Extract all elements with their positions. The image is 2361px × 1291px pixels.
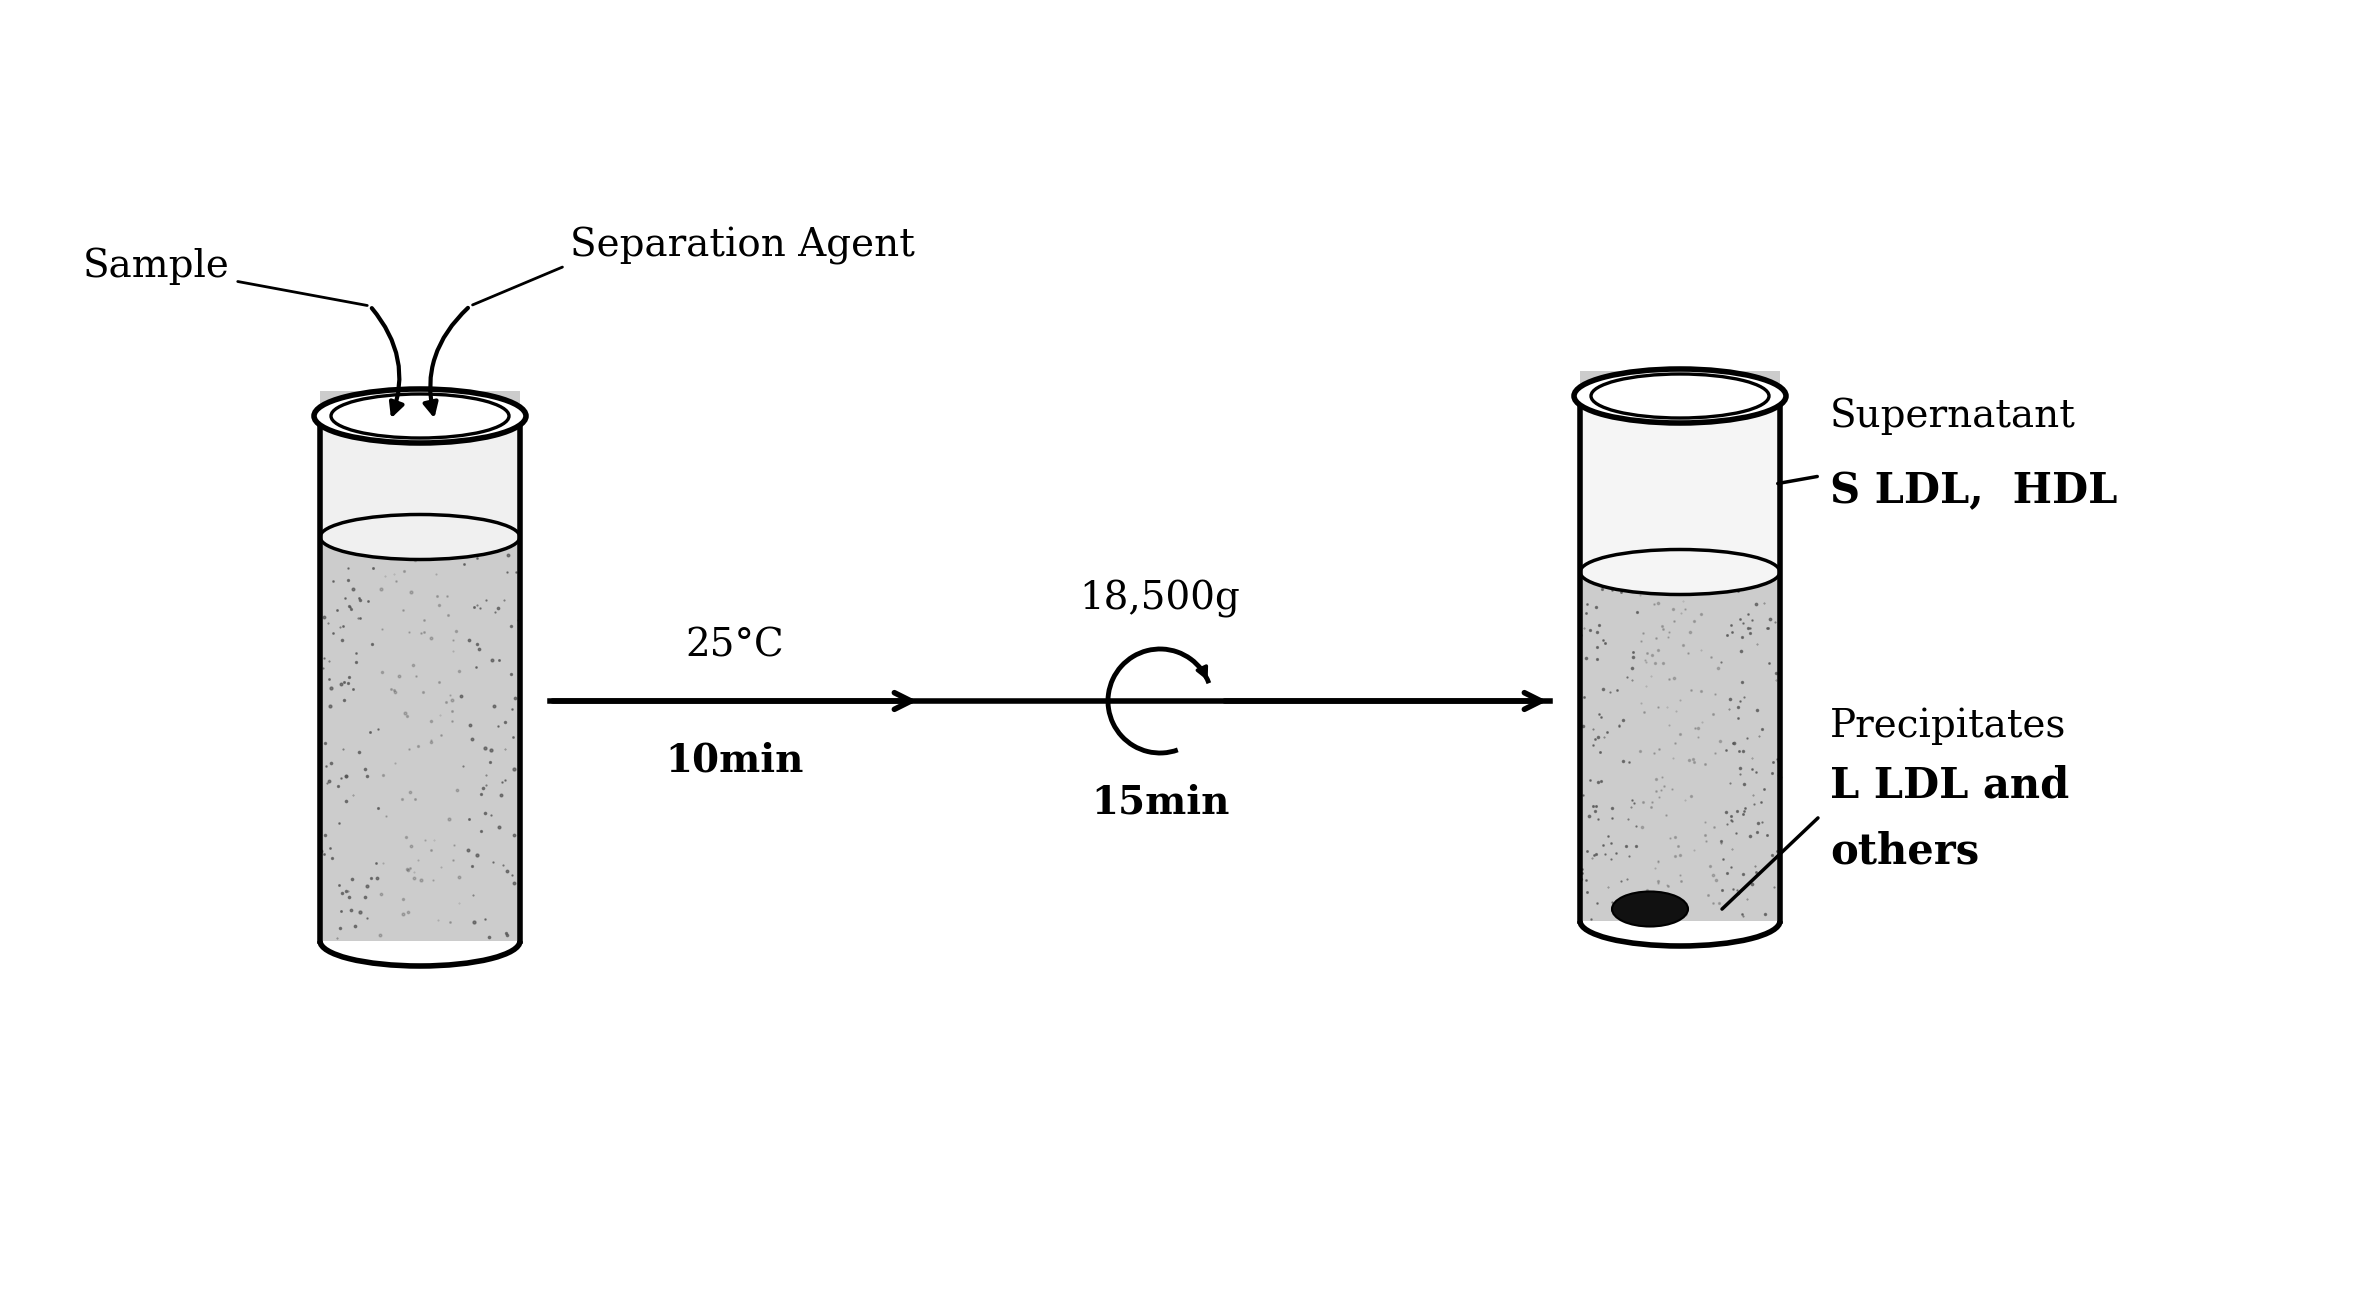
Text: others: others [1830,830,1979,871]
Ellipse shape [1591,374,1768,418]
FancyArrowPatch shape [371,309,401,414]
Text: 15min: 15min [1091,784,1230,822]
Text: Precipitates: Precipitates [1830,707,2066,745]
FancyArrowPatch shape [425,307,467,413]
Bar [1580,371,1780,920]
Text: Separation Agent: Separation Agent [569,227,914,265]
Text: 25°C: 25°C [685,627,784,665]
Ellipse shape [1613,892,1688,927]
Bar [321,416,519,537]
Bar [1580,396,1780,572]
Ellipse shape [321,515,519,559]
Ellipse shape [1580,550,1780,594]
Text: Sample: Sample [83,248,229,285]
Text: L LDL and: L LDL and [1830,766,2068,807]
Bar [321,391,519,941]
Text: 18,500g: 18,500g [1079,580,1240,618]
Text: S LDL,  HDL: S LDL, HDL [1830,470,2118,513]
Ellipse shape [331,394,510,438]
Text: 10min: 10min [666,742,805,780]
Ellipse shape [1575,369,1785,423]
Text: Supernatant: Supernatant [1830,398,2075,435]
Ellipse shape [314,389,527,443]
